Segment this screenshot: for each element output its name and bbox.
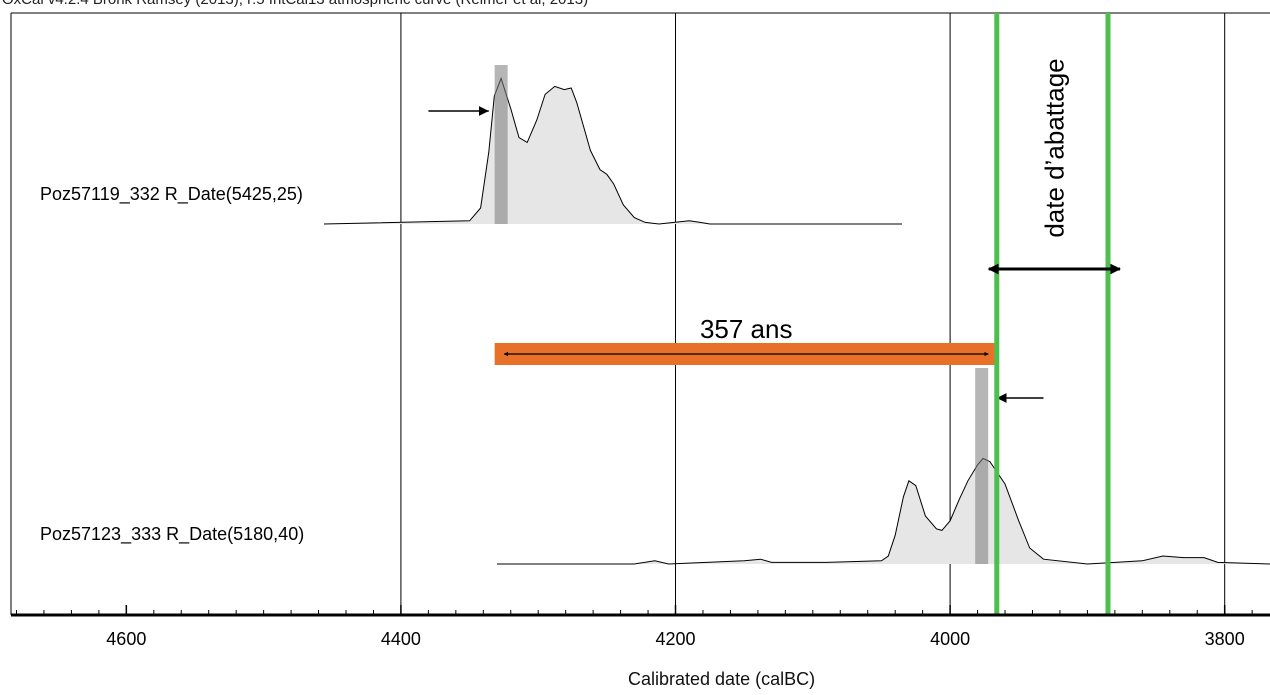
density-curves xyxy=(323,76,1270,565)
felling-date: date d’abattage xyxy=(987,13,1122,615)
grid-lines xyxy=(10,12,1270,615)
felling-label: date d’abattage xyxy=(1039,58,1069,237)
x-tick-label-4600: 4600 xyxy=(106,629,146,649)
density-fill-2 xyxy=(497,458,1270,564)
grey-markers xyxy=(428,65,1044,564)
density-fill-1 xyxy=(324,78,903,225)
x-tick-label-4200: 4200 xyxy=(655,629,695,649)
x-axis-title: Calibrated date (calBC) xyxy=(628,669,816,689)
density-curve-2 xyxy=(497,457,1270,565)
series-label-2: Poz57123_333 R_Date(5180,40) xyxy=(40,524,304,545)
x-tick-label-4400: 4400 xyxy=(381,629,421,649)
x-tick-label-3800: 3800 xyxy=(1205,629,1245,649)
x-tick-label-4000: 4000 xyxy=(930,629,970,649)
grey-marker-2 xyxy=(975,368,989,564)
grey-marker-1 xyxy=(494,65,508,224)
interval-label: 357 ans xyxy=(700,314,793,344)
oxcal-header: OxCal v4.2.4 Bronk Ramsey (2013); r:5 In… xyxy=(2,0,588,8)
series-label-1: Poz57119_332 R_Date(5425,25) xyxy=(40,184,303,205)
series-labels: Poz57119_332 R_Date(5425,25) Poz57123_333… xyxy=(40,184,304,545)
x-axis: 4600 4400 4200 4000 3800 xyxy=(11,605,1270,649)
interval-bar: 357 ans xyxy=(494,314,998,365)
